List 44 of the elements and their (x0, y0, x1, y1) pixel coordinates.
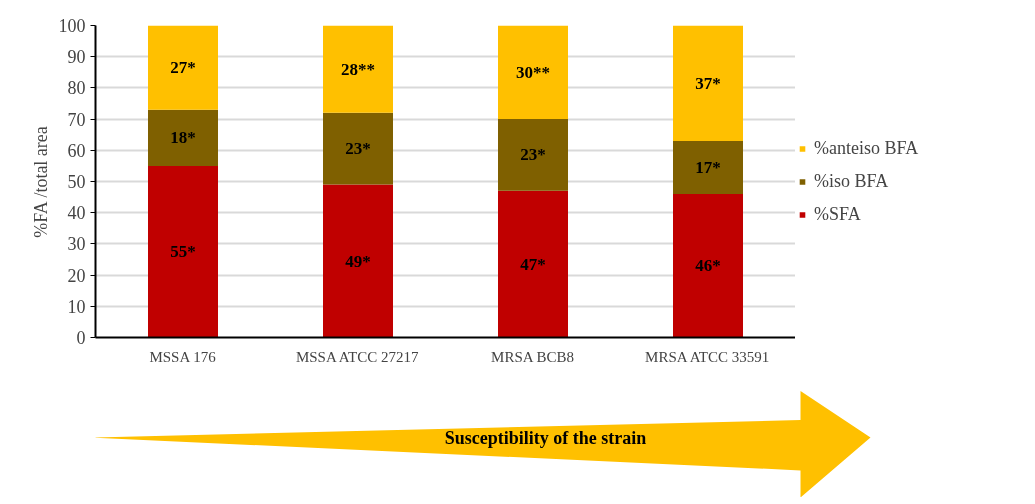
legend-label: %SFA (814, 203, 861, 225)
y-tick-label: 40 (67, 203, 86, 224)
y-axis-title: %FA /total area (30, 126, 51, 238)
data-label: 47* (520, 254, 546, 274)
bar (498, 119, 568, 191)
data-label: 23* (520, 145, 546, 165)
bar (323, 112, 393, 185)
x-tick-label: MSSA 176 (149, 348, 217, 365)
data-label: 17* (695, 157, 721, 177)
data-label: 49* (345, 251, 371, 271)
bar (148, 109, 218, 166)
data-label: 27* (170, 58, 196, 78)
y-tick-label: 100 (58, 16, 86, 36)
y-tick-label: 60 (67, 140, 86, 161)
bar (498, 190, 568, 338)
y-tick-label: 50 (67, 172, 86, 192)
data-label: 18* (170, 128, 196, 148)
bar (323, 184, 393, 338)
y-tick-label: 20 (67, 265, 86, 286)
data-label: 28** (341, 59, 375, 79)
data-label: 30** (516, 62, 550, 82)
y-tick-label: 10 (67, 296, 86, 317)
y-tick-label: 0 (76, 328, 86, 348)
x-tick-label: MRSA BCB8 (491, 348, 575, 365)
legend-label: %anteiso BFA (814, 137, 919, 159)
bar (673, 193, 743, 338)
bar (148, 25, 218, 110)
y-tick-label: 80 (67, 78, 86, 99)
y-tick-label: 90 (67, 47, 86, 68)
x-tick-label: MRSA ATCC 33591 (645, 348, 770, 365)
data-label: 46* (695, 256, 721, 276)
bar (673, 140, 743, 194)
data-label: 55* (170, 242, 196, 262)
x-tick-label: MSSA ATCC 27217 (295, 348, 419, 365)
data-label: 23* (345, 139, 371, 159)
bar (323, 25, 393, 113)
data-label: 37* (695, 73, 721, 93)
bar (148, 165, 218, 338)
legend-label: %iso BFA (814, 170, 889, 192)
y-tick-label: 70 (67, 109, 86, 130)
bar (673, 25, 743, 141)
y-tick-label: 30 (67, 234, 86, 255)
text: Susceptibility of the strain (444, 427, 647, 448)
bar (498, 25, 568, 120)
